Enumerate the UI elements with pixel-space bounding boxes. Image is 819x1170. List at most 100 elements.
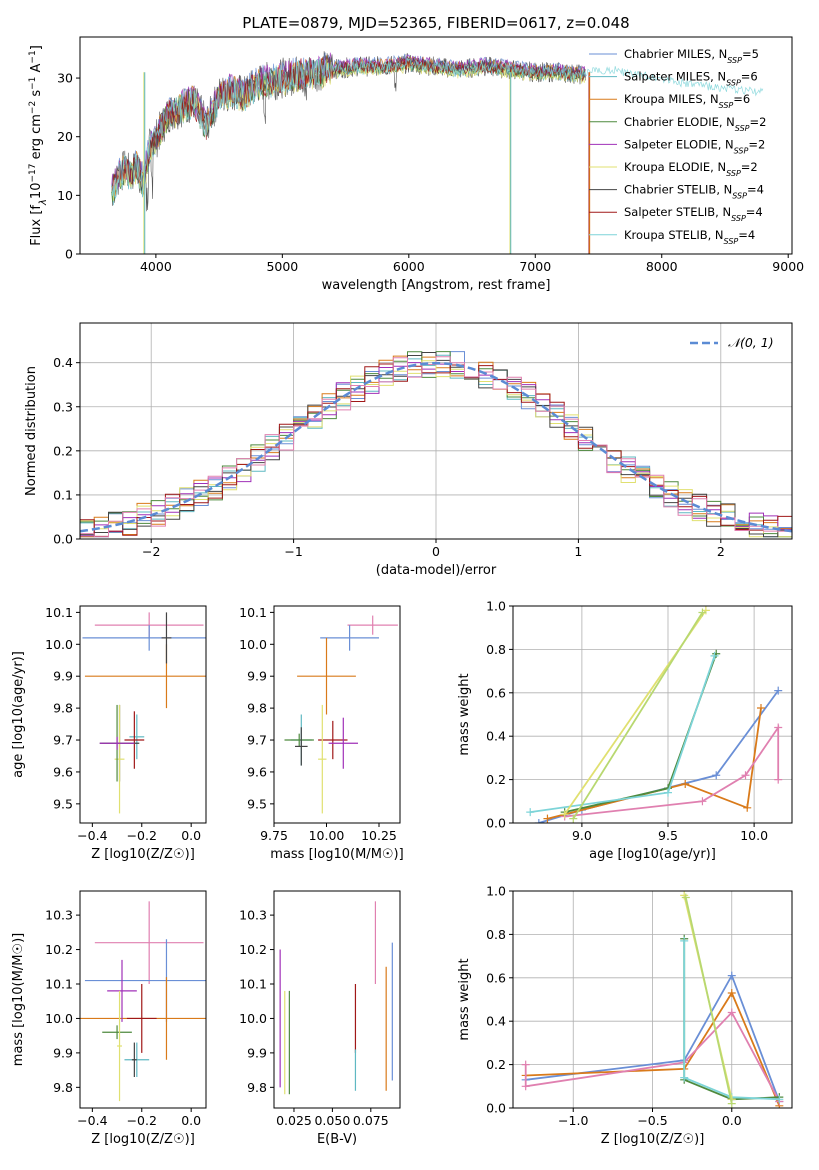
x-tick-label: 0.050 <box>314 1113 350 1128</box>
x-tick-label: −0.4 <box>77 1113 107 1128</box>
errorbar-point <box>284 733 314 747</box>
y-tick-label: 9.8 <box>247 1080 267 1095</box>
y-tick-label: 10.2 <box>239 942 267 957</box>
y-tick-label: 1.0 <box>486 599 506 614</box>
legend-entry-count: =2 <box>750 115 767 129</box>
residuals-axes: −2 −1 0 1 2 0.0 0.1 0.2 0.3 0.4 (data-model)/error… <box>24 322 793 578</box>
x-axis-label: mass [log10(M/M☉)] <box>270 847 403 862</box>
weight-vs-z-axes: −1.0 −0.5 0.0 0.0 0.2 0.4 0.6 0.8 1.0 Z [log10(Z/… <box>457 884 793 1147</box>
y-axis-label: mass weight <box>457 958 472 1040</box>
weight-marker <box>543 814 552 823</box>
x-tick-label: −1.0 <box>558 1113 588 1128</box>
x-axis-label: Z [log10(Z/Z☉)] <box>91 847 195 862</box>
x-tick-label: 1 <box>574 544 582 559</box>
errorbar-point <box>131 1042 137 1077</box>
x-tick-label: 8000 <box>646 259 678 274</box>
weight-series <box>681 893 736 1108</box>
weight-marker <box>698 797 707 806</box>
x-axis-label: E(B-V) <box>317 1132 357 1147</box>
y-tick-label: 9.9 <box>53 669 73 684</box>
weight-marker <box>727 1099 736 1108</box>
weight-marker <box>698 608 707 617</box>
y-axis-label: age [log10(age/yr)] <box>11 651 26 778</box>
legend-entry-count: =6 <box>733 92 750 106</box>
legend-entry-sub: SSP <box>734 146 749 155</box>
x-tick-label: 2 <box>717 544 725 559</box>
weight-series <box>569 608 707 823</box>
y-tick-label: 9.9 <box>247 1045 267 1060</box>
y-axis-label-part: −17 <box>28 164 38 183</box>
normal-curve <box>80 361 792 533</box>
y-tick-label: 0.2 <box>53 443 73 458</box>
errorbar-point <box>328 717 358 769</box>
x-tick-label: 9.0 <box>572 828 592 843</box>
weight-marker <box>774 686 783 695</box>
axes-frame <box>273 605 401 824</box>
errorbar-point <box>126 984 157 1053</box>
errorbar-point <box>295 727 308 766</box>
legend-entry-sub: SSP <box>719 101 734 110</box>
errorbar-point <box>318 704 327 814</box>
y-axis-label: Normed distribution <box>24 366 39 496</box>
weight-marker <box>680 936 689 945</box>
spectrum-model-line <box>111 57 764 198</box>
y-axis-label-part: −1 <box>28 77 38 90</box>
weight-marker <box>681 893 690 902</box>
x-tick-label: 0.025 <box>276 1113 312 1128</box>
legend-entry: Kroupa MILES, NSSP=6 <box>624 92 750 110</box>
weight-line <box>683 940 780 1101</box>
y-tick-label: 10.0 <box>239 1011 267 1026</box>
y-tick-label: 10.3 <box>239 908 267 923</box>
legend-entry-sub: SSP <box>731 214 746 223</box>
y-tick-label: 0 <box>65 247 73 262</box>
plot-area <box>82 612 206 814</box>
x-tick-label: 10.0 <box>740 828 768 843</box>
legend-entry-count: =6 <box>741 70 758 84</box>
x-tick-label: 5000 <box>266 259 298 274</box>
x-tick-label: −0.5 <box>637 1113 667 1128</box>
weight-marker <box>534 819 543 823</box>
weight-marker <box>727 988 736 997</box>
legend-entry-label: Kroupa STELIB, N <box>624 228 724 242</box>
x-axis-label: age [log10(age/yr)] <box>589 847 716 862</box>
legend-entry: Kroupa ELODIE, NSSP=2 <box>624 160 758 178</box>
x-tick-label: 4000 <box>140 259 172 274</box>
x-tick-label: 10.25 <box>361 828 397 843</box>
legend-entry-sub: SSP <box>726 169 741 178</box>
weight-line <box>572 612 704 820</box>
errorbar-point <box>320 625 379 651</box>
plot-area <box>80 351 792 538</box>
legend-entry: Chabrier ELODIE, NSSP=2 <box>624 115 766 133</box>
legend-entry-count: =5 <box>742 47 759 61</box>
legend-entry-count: =4 <box>746 205 763 219</box>
plot-area <box>279 901 393 1095</box>
axes-frame <box>273 890 401 1109</box>
weight-marker <box>710 651 719 660</box>
axes-frame <box>79 36 793 255</box>
weight-marker <box>727 1008 736 1017</box>
legend-entry-label: Chabrier MILES, N <box>624 47 727 61</box>
legend-entry-label: Kroupa MILES, N <box>624 92 719 106</box>
x-axis-label: wavelength [Angstrom, rest frame] <box>322 278 551 293</box>
x-tick-label: 0.075 <box>353 1113 389 1128</box>
x-tick-label: 0.0 <box>722 1113 742 1128</box>
y-tick-label: 10.1 <box>45 605 73 620</box>
errorbar-point <box>297 637 356 715</box>
y-axis-label-part: erg cm <box>29 114 44 163</box>
y-axis-label-part: λ <box>38 199 49 206</box>
y-tick-label: 0.0 <box>486 1101 506 1116</box>
x-tick-label: 9.5 <box>658 828 678 843</box>
y-axis-label-part: s <box>29 90 44 101</box>
errorbar-point <box>347 615 398 635</box>
weight-marker <box>743 803 752 812</box>
legend-entry: Salpeter MILES, NSSP=6 <box>624 70 758 88</box>
y-axis-label-part: Flux [f <box>29 205 44 246</box>
residual-histogram <box>80 356 792 538</box>
errorbar-point <box>80 977 206 1060</box>
weight-vs-age-axes: 9.0 9.5 10.0 0.0 0.2 0.4 0.6 0.8 1.0 age [log10(a… <box>457 599 793 862</box>
y-tick-label: 9.9 <box>247 669 267 684</box>
legend-entry-sub: SSP <box>732 191 747 200</box>
weight-marker <box>774 723 783 732</box>
mass-vs-ebv-axes: 0.025 0.050 0.075 9.8 9.9 10.0 10.1 10.2 10.3 E(B… <box>239 890 401 1147</box>
legend-entry: Salpeter ELODIE, NSSP=2 <box>624 137 765 155</box>
